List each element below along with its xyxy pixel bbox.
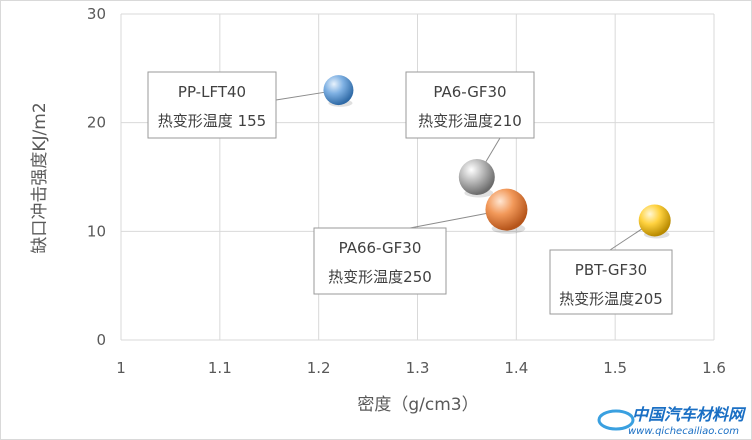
data-point (323, 75, 354, 106)
data-point (458, 159, 495, 195)
point-label: PBT-GF30 (575, 261, 647, 279)
watermark-logo: 中国汽车材料网 www.qichecailiao.com (597, 405, 747, 437)
data-point (485, 188, 528, 231)
callout-layer: PP-LFT40 热变形温度 155 PA6-GF30 热变形温度210 PA66-GF… (147, 71, 673, 315)
callout-box (147, 71, 277, 139)
point-layer (323, 75, 671, 239)
point-detail: 热变形温度205 (559, 290, 663, 308)
callout-box (549, 249, 673, 315)
point-detail: 热变形温度210 (418, 112, 522, 130)
point-label: PA66-GF30 (339, 239, 422, 257)
x-tick-label: 1.4 (504, 359, 528, 377)
data-callout: PBT-GF30 热变形温度205 (549, 249, 673, 315)
watermark-swoosh-icon (597, 409, 635, 431)
watermark-url: www.qichecailiao.com (628, 426, 739, 437)
point-label: PP-LFT40 (178, 83, 246, 101)
point-label: PA6-GF30 (433, 83, 506, 101)
x-axis-title: 密度（g/cm3） (357, 395, 478, 415)
x-tick-label: 1.6 (702, 359, 726, 377)
y-tick-label: 0 (96, 331, 106, 349)
callout-box (405, 71, 535, 139)
x-tick-label: 1.5 (603, 359, 627, 377)
data-callout: PA6-GF30 热变形温度210 (405, 71, 535, 139)
data-callout: PA66-GF30 热变形温度250 (313, 227, 447, 295)
watermark-text: 中国汽车材料网 (632, 405, 747, 424)
point-detail: 热变形温度 155 (158, 112, 266, 130)
x-tick-label: 1.2 (307, 359, 331, 377)
point-detail: 热变形温度250 (328, 268, 432, 286)
x-tick-label: 1 (116, 359, 126, 377)
callout-box (313, 227, 447, 295)
y-axis-title: 缺口冲击强度KJ/m2 (30, 102, 50, 253)
tick-layer: 1 1.1 1.2 1.3 1.4 1.5 1.6 0 10 20 30 (87, 5, 726, 377)
data-point (638, 204, 671, 237)
x-tick-label: 1.1 (208, 359, 232, 377)
data-callout: PP-LFT40 热变形温度 155 (147, 71, 277, 139)
x-tick-label: 1.3 (406, 359, 430, 377)
y-tick-label: 10 (87, 222, 106, 240)
y-tick-label: 30 (87, 5, 106, 23)
y-tick-label: 20 (87, 114, 106, 132)
